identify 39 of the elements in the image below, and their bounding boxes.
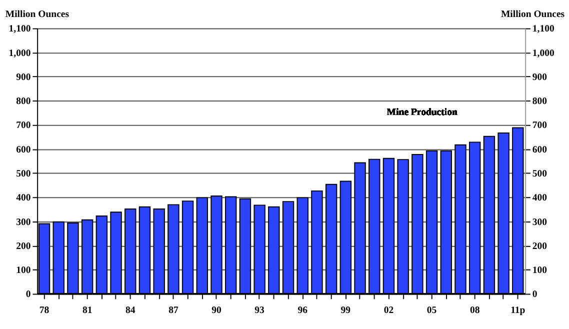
y2-tick-label: 0 bbox=[532, 289, 538, 300]
y-tick-label: 400 bbox=[16, 192, 31, 204]
y-tick-label: 0 bbox=[26, 289, 31, 300]
x-tick-label: 05 bbox=[426, 304, 437, 316]
y2-tick-label: 900 bbox=[532, 72, 548, 83]
x-tick-label: 02 bbox=[384, 304, 394, 316]
y-tick-label: 800 bbox=[16, 96, 31, 108]
x-tick-label: 78 bbox=[39, 304, 50, 316]
y-tick-label: 200 bbox=[16, 240, 31, 252]
x-tick-label: 08 bbox=[470, 304, 480, 316]
y2-tick-label: 500 bbox=[532, 168, 548, 180]
y-tick-label: 300 bbox=[16, 216, 31, 228]
x-tick-label: 90 bbox=[212, 304, 222, 316]
annotation: Mine Production bbox=[386, 107, 458, 118]
y-tick-label: 1,000 bbox=[8, 48, 31, 59]
x-tick-label: 11p bbox=[510, 304, 526, 316]
x-tick-label: 87 bbox=[168, 304, 178, 316]
y-tick-label: 600 bbox=[16, 144, 31, 156]
y2-tick-label: 200 bbox=[532, 240, 548, 252]
x-tick-label: 96 bbox=[298, 304, 308, 316]
x-tick-label: 84 bbox=[126, 304, 136, 316]
y2-tick-label: 600 bbox=[532, 144, 548, 156]
x-tick-label: 81 bbox=[82, 304, 92, 316]
y-tick-label: 900 bbox=[16, 72, 31, 83]
y2-tick-label: 400 bbox=[532, 192, 548, 204]
y2-tick-label: 1,000 bbox=[532, 48, 554, 59]
y2-tick-label: 100 bbox=[532, 265, 548, 276]
y2-tick-label: 800 bbox=[532, 96, 548, 108]
y2-tick-label: 300 bbox=[532, 216, 548, 228]
x-tick-label: 99 bbox=[340, 304, 351, 316]
y2-tick-label: 700 bbox=[532, 120, 548, 132]
y-tick-label: 100 bbox=[16, 265, 31, 276]
y-tick-label: 1,100 bbox=[8, 24, 31, 35]
y-tick-label: 500 bbox=[16, 168, 31, 180]
y-axis-title: Million Ounces bbox=[5, 9, 70, 20]
x-tick-label: 93 bbox=[254, 304, 265, 316]
y2-tick-label: 1,100 bbox=[532, 24, 554, 35]
y-tick-label: 700 bbox=[16, 120, 31, 132]
y2-axis-title: Million Ounces bbox=[500, 9, 565, 20]
